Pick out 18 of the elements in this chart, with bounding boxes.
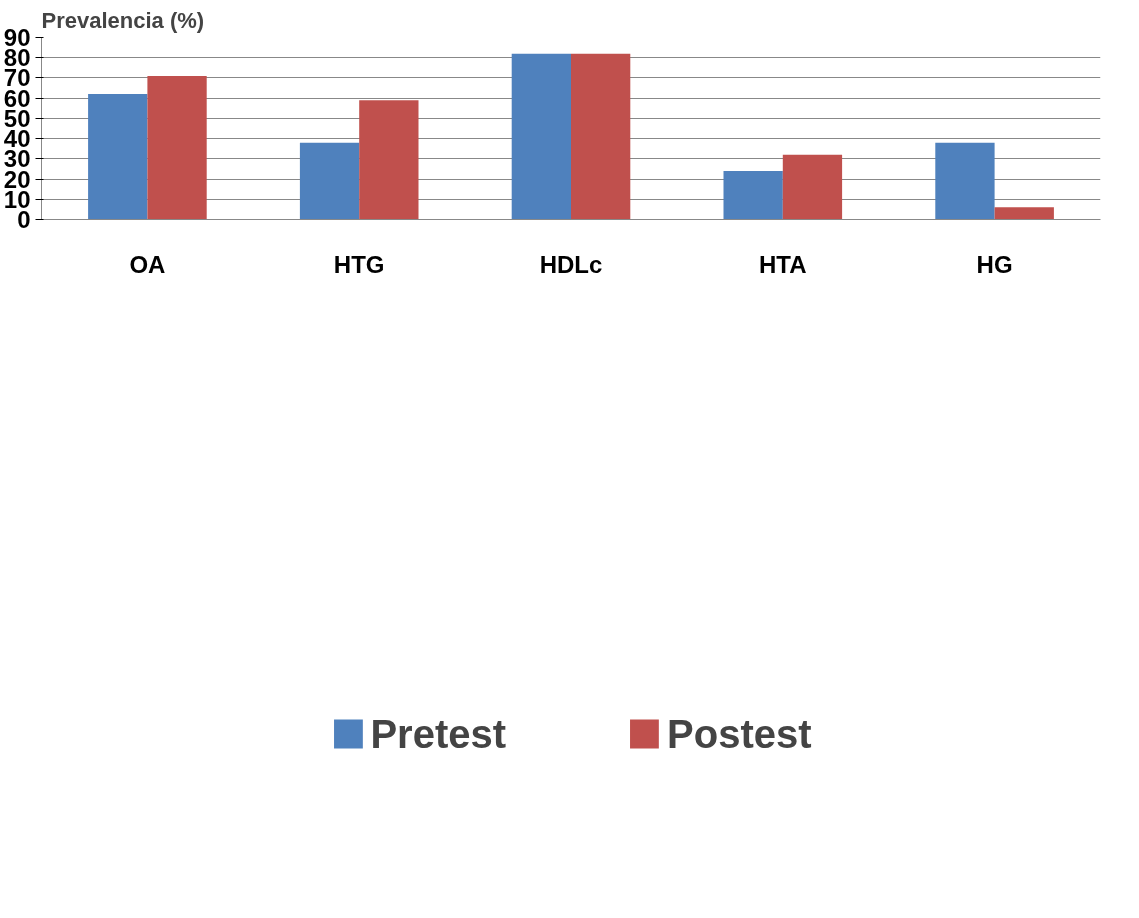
- bar: [359, 100, 419, 220]
- bar: [994, 207, 1054, 220]
- bar: [723, 170, 783, 220]
- x-tick-label: HTG: [333, 250, 385, 278]
- x-tick-label: HDLc: [539, 250, 603, 278]
- bar: [88, 94, 148, 220]
- x-tick-label: OA: [129, 250, 166, 278]
- bar: [299, 142, 360, 220]
- x-tick-label: HTA: [759, 250, 807, 278]
- bar: [782, 154, 843, 220]
- legend-label: Pretest: [370, 711, 507, 757]
- x-tick-label: HG: [976, 250, 1013, 278]
- bar: [511, 53, 571, 220]
- y-axis-title: Prevalencia (%): [41, 7, 205, 33]
- bar: [571, 53, 631, 220]
- legend-label: Postest: [667, 711, 812, 757]
- bar: [935, 142, 995, 220]
- bar: [147, 75, 207, 220]
